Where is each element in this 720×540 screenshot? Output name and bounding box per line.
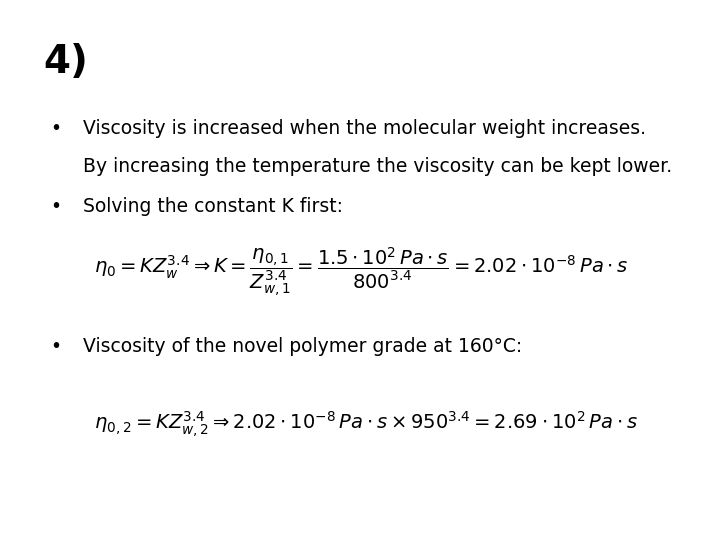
Text: •: •	[50, 119, 61, 138]
Text: Viscosity of the novel polymer grade at 160°C:: Viscosity of the novel polymer grade at …	[83, 338, 522, 356]
Text: •: •	[50, 197, 61, 216]
Text: 4): 4)	[43, 43, 88, 81]
Text: By increasing the temperature the viscosity can be kept lower.: By increasing the temperature the viscos…	[83, 157, 672, 176]
Text: •: •	[50, 338, 61, 356]
Text: Viscosity is increased when the molecular weight increases.: Viscosity is increased when the molecula…	[83, 119, 646, 138]
Text: $\eta_0 = KZ_w^{3.4} \Rightarrow K = \dfrac{\eta_{0,1}}{Z_{w,1}^{3.4}} = \dfrac{: $\eta_0 = KZ_w^{3.4} \Rightarrow K = \df…	[94, 246, 628, 299]
Text: $\eta_{0,2} = KZ_{w,2}^{3.4} \Rightarrow 2.02 \cdot 10^{-8} \, Pa \cdot s \times: $\eta_{0,2} = KZ_{w,2}^{3.4} \Rightarrow…	[94, 410, 637, 441]
Text: Solving the constant K first:: Solving the constant K first:	[83, 197, 343, 216]
